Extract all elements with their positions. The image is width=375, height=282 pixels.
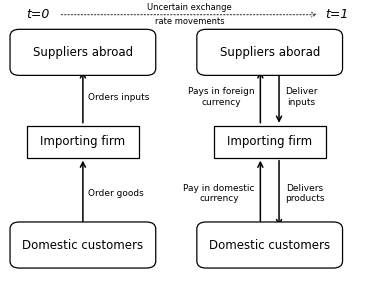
Text: Orders inputs: Orders inputs: [88, 92, 150, 102]
Text: Importing firm: Importing firm: [40, 135, 126, 148]
Text: Domestic customers: Domestic customers: [209, 239, 330, 252]
FancyBboxPatch shape: [197, 222, 342, 268]
FancyBboxPatch shape: [27, 126, 139, 158]
Text: rate movements: rate movements: [154, 17, 224, 27]
Text: Suppliers abroad: Suppliers abroad: [33, 46, 133, 59]
Text: t=0: t=0: [26, 8, 50, 21]
Text: Domestic customers: Domestic customers: [22, 239, 144, 252]
Text: Uncertain exchange: Uncertain exchange: [147, 3, 232, 12]
Text: Deliver
inputs: Deliver inputs: [285, 87, 317, 107]
Text: Suppliers aborad: Suppliers aborad: [219, 46, 320, 59]
FancyBboxPatch shape: [214, 126, 326, 158]
Text: Importing firm: Importing firm: [227, 135, 312, 148]
FancyBboxPatch shape: [10, 222, 156, 268]
Text: Pays in foreign
currency: Pays in foreign currency: [188, 87, 255, 107]
Text: Pay in domestic
currency: Pay in domestic currency: [183, 184, 255, 203]
Text: Delivers
products: Delivers products: [285, 184, 324, 203]
FancyBboxPatch shape: [10, 29, 156, 75]
Text: t=1: t=1: [325, 8, 349, 21]
FancyBboxPatch shape: [197, 29, 342, 75]
Text: Order goods: Order goods: [88, 189, 144, 198]
